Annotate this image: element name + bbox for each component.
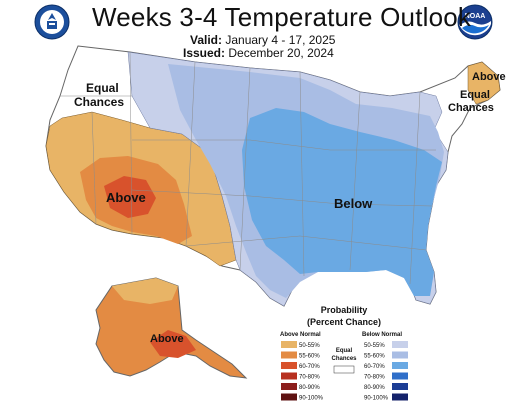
legend-equal-label-2: Chances [331,356,357,362]
legend-above-level-label: 80-90% [299,385,320,391]
legend-below-level-label: 55-60% [364,354,385,360]
legend-above-swatch [281,393,297,401]
legend-title-2: (Percent Chance) [307,317,381,327]
legend-below-level-label: 60-70% [364,364,385,370]
legend-below-level-label: 90-100% [364,396,389,402]
legend-equal-label-1: Equal [336,348,353,354]
doc-seal-icon [34,4,70,40]
state-borders [60,51,436,285]
legend-below-header: Below Normal [362,332,402,338]
issued-label: Issued: [183,46,226,60]
legend-below-swatch [392,393,408,401]
equal-chances-west-label-1: Equal [86,81,119,95]
alaska-above-60-region [150,330,196,358]
legend-below-level-label: 80-90% [364,385,385,391]
legend: Probability (Percent Chance) Above Norma… [280,305,408,402]
equal-chances-west-label-2: Chances [74,95,124,109]
noaa-logo-icon: NOAA [457,4,493,40]
legend-above-level-label: 60-70% [299,364,320,370]
below-60-region [242,108,442,296]
legend-above-swatch [281,341,297,348]
legend-below-swatch [392,341,408,348]
above-northeast-region [467,61,501,105]
alaska-above-50-region [112,278,178,304]
issued-value: December 20, 2024 [228,46,334,60]
legend-above-level-label: 90-100% [299,396,324,402]
page-title: Weeks 3-4 Temperature Outlook [92,2,472,32]
above-alaska-label: Above [150,333,184,345]
equal-chances-northeast-label-1: Equal [460,89,490,101]
above-west-label: Above [106,190,146,205]
equal-chances-northeast-label-2: Chances [448,102,494,114]
valid-dates: Valid: January 4 - 17, 2025 [190,33,335,47]
legend-above-level-label: 50-55% [299,343,320,349]
valid-label: Valid: [190,33,223,47]
legend-title-1: Probability [321,305,368,315]
legend-above-header: Above Normal [280,332,321,338]
noaa-logo-text: NOAA [465,13,486,20]
valid-value: January 4 - 17, 2025 [225,33,336,47]
legend-below-level-label: 50-55% [364,343,385,349]
below-label: Below [334,196,373,211]
alaska-outline [95,277,248,379]
legend-above-swatch [281,372,297,380]
legend-above-level-label: 70-80% [299,375,320,381]
legend-below-swatch [392,383,408,390]
issued-date: Issued: December 20, 2024 [183,46,334,60]
legend-rows: 50-55% 50-55% 55-60% 55-60% 60-70% 60-70% 70-8… [281,341,408,402]
legend-below-swatch [392,362,408,369]
legend-equal-swatch [333,365,355,374]
above-northeast-label: Above [472,71,506,83]
above-west-60-region [104,176,156,218]
legend-above-swatch [281,362,297,369]
legend-above-level-label: 55-60% [299,354,320,360]
legend-below-level-label: 70-80% [364,375,385,381]
legend-above-swatch [281,383,297,390]
legend-below-swatch [392,372,408,380]
legend-below-swatch [392,351,408,359]
legend-above-swatch [281,351,297,359]
